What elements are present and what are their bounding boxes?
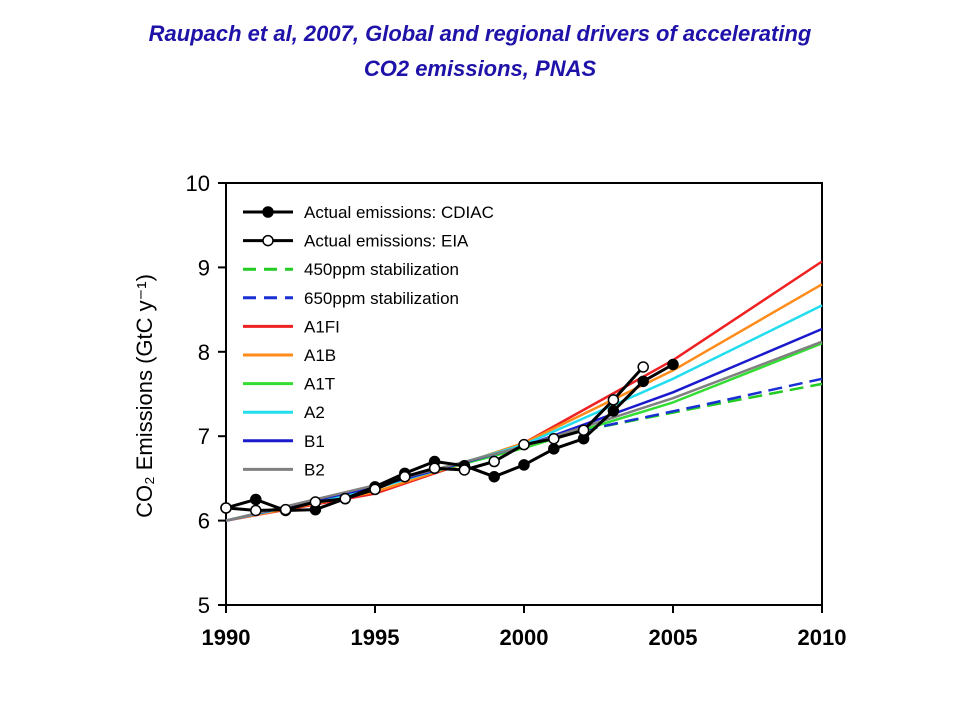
y-axis-label: CO₂ Emissions (GtC y⁻¹) [132,274,157,518]
axes: 1990 1995 2000 2005 2010 5 6 7 8 9 10 [186,171,847,650]
series-line [225,363,674,512]
legend-label: B2 [304,460,325,479]
y-tick-label: 5 [198,593,210,618]
legend-label: A2 [304,403,325,422]
x-tick-label: 2000 [500,625,549,650]
data-point [637,375,649,388]
data-point [548,432,560,445]
data-point [667,358,679,371]
legend-label: A1B [304,346,336,365]
x-tick-label: 1995 [351,625,400,650]
data-point [488,470,500,483]
legend-label: 450ppm stabilization [304,260,459,279]
data-point [250,493,262,506]
data-point [577,424,590,437]
data-point [518,438,530,451]
title-line-2: CO2 emissions, PNAS [363,56,597,81]
data-point [250,504,262,517]
data-point [428,462,441,475]
data-point [518,459,530,471]
legend-label: Actual emissions: CDIAC [304,203,494,222]
actual-emission-lines [220,358,679,517]
data-point [279,503,292,516]
x-tick-label: 1990 [202,625,251,650]
legend-label: A1FI [304,317,340,336]
data-point [637,361,649,373]
legend: Actual emissions: CDIAC Actual emissions:… [243,203,494,479]
slide-title: Raupach et al, 2007, Global and regional… [0,16,960,86]
data-point [607,405,620,417]
y-tick-label: 7 [198,424,210,449]
data-point [607,394,620,406]
data-point [369,483,381,496]
legend-label: Actual emissions: EIA [304,232,469,251]
data-point [548,443,560,455]
legend-marker [262,234,274,247]
y-tick-label: 9 [198,255,210,280]
data-point [309,496,322,508]
series-line [583,382,823,432]
legend-marker [262,206,274,218]
legend-label: 650ppm stabilization [304,289,459,308]
data-point [488,455,500,468]
y-tick-label: 6 [198,509,210,534]
y-tick-label: 8 [198,340,210,365]
legend-label: B1 [304,432,325,451]
x-tick-label: 2010 [798,625,847,650]
y-tick-label: 10 [186,171,210,196]
x-tick-label: 2005 [649,625,698,650]
data-point [220,502,232,514]
data-point [339,492,351,505]
legend-label: A1T [304,375,335,394]
data-point [399,470,411,483]
title-line-1: Raupach et al, 2007, Global and regional… [148,21,812,46]
data-point [458,464,471,476]
